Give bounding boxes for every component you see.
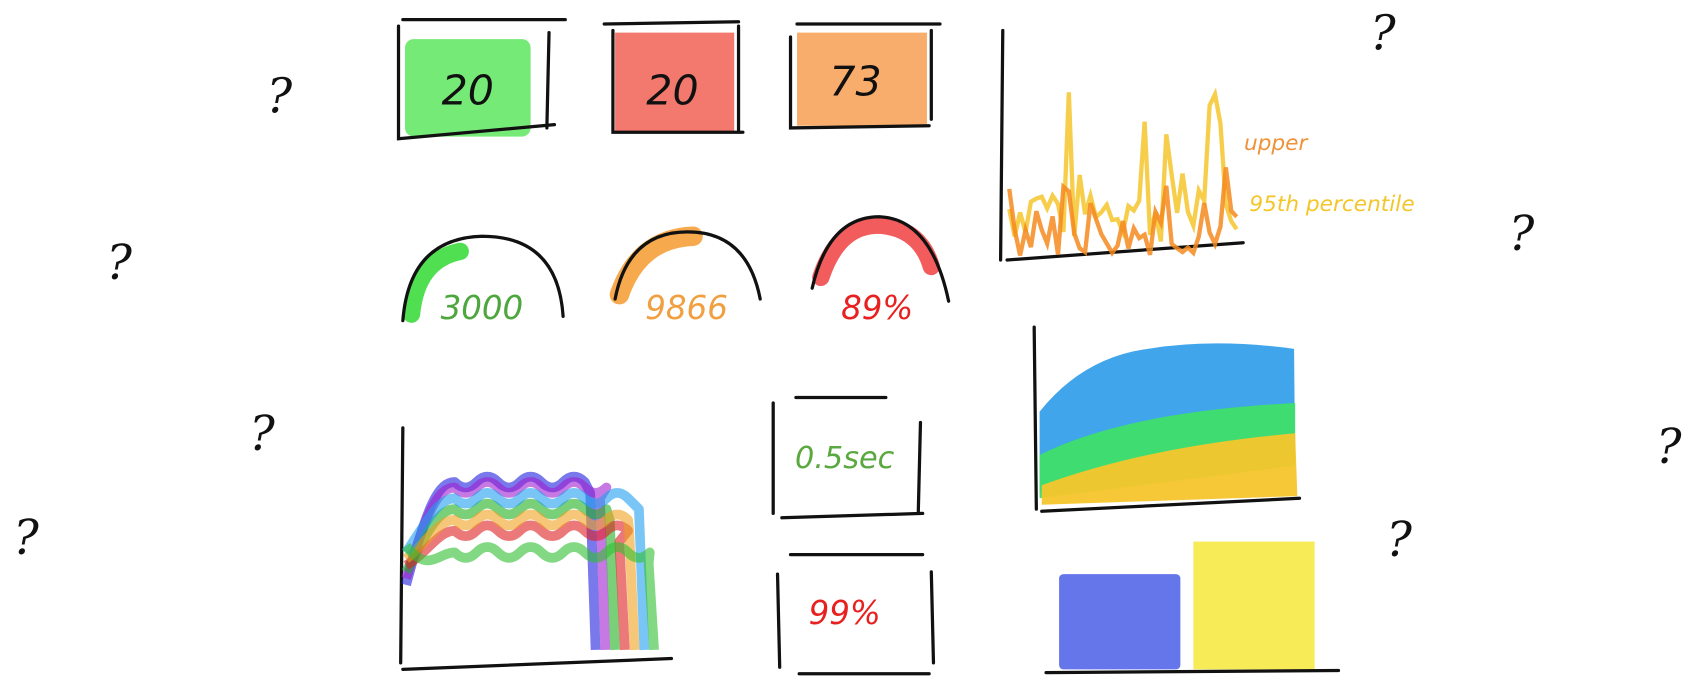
- tile-frame: [788, 22, 942, 130]
- legend-label: 95th percentile: [1249, 192, 1414, 217]
- tile-fill: [797, 32, 927, 126]
- gauge-value: 3000: [441, 289, 524, 327]
- box-frame: [771, 395, 925, 520]
- gauge: 9866: [609, 226, 762, 327]
- sketch-line: [401, 498, 620, 651]
- gauge: 89%: [810, 215, 951, 327]
- stat-box: 99%: [775, 552, 936, 676]
- sketch-line: [403, 520, 633, 651]
- tile-fill: [405, 39, 531, 137]
- gauge-arc: [810, 215, 951, 303]
- sketch-line: [401, 477, 612, 651]
- sketch-line: [1007, 167, 1239, 257]
- bar: [1059, 574, 1181, 670]
- gauge-fill: [812, 216, 940, 287]
- tile: 20: [396, 18, 567, 141]
- question-mark: ?: [106, 236, 132, 291]
- bar: [1193, 541, 1315, 670]
- gauge-arc: [613, 230, 762, 301]
- bar-chart: [1044, 541, 1341, 675]
- tile-value: 73: [829, 58, 881, 106]
- tile-frame: [602, 20, 745, 134]
- sketch-line: [402, 542, 659, 651]
- tile: 73: [788, 22, 942, 130]
- stat-box: 0.5sec: [771, 395, 925, 520]
- sketch-line: [402, 488, 650, 651]
- area-chart: [1032, 325, 1302, 513]
- question-mark: ?: [267, 69, 293, 124]
- gauge-fill: [609, 226, 703, 305]
- legend-label: upper: [1244, 131, 1310, 156]
- area: [1041, 433, 1298, 505]
- line-chart: [998, 28, 1245, 262]
- tile-value: 20: [442, 66, 494, 114]
- question-mark: ?: [1509, 207, 1535, 262]
- tile-frame: [396, 18, 567, 141]
- stat-value: 0.5sec: [795, 441, 895, 476]
- axes: [998, 28, 1245, 262]
- baseline: [1044, 668, 1341, 675]
- box-frame: [775, 552, 936, 676]
- gauge-fill: [402, 242, 469, 323]
- question-mark: ?: [1386, 513, 1412, 568]
- question-mark: ?: [1656, 420, 1682, 475]
- tile: 20: [602, 20, 745, 134]
- sketch-line: [402, 509, 640, 651]
- line-chart: [399, 426, 674, 671]
- question-mark: ?: [1370, 6, 1396, 61]
- question-mark: ?: [13, 511, 39, 566]
- gauge-value: 89%: [841, 289, 913, 327]
- tile-fill: [615, 32, 735, 133]
- axes: [399, 426, 674, 671]
- question-mark: ?: [249, 407, 275, 462]
- tile-value: 20: [646, 66, 698, 114]
- axes: [1032, 325, 1302, 513]
- stat-value: 99%: [809, 594, 881, 632]
- gauge-arc: [401, 234, 565, 323]
- gauge: 3000: [401, 234, 565, 327]
- gauge-value: 9866: [645, 289, 728, 327]
